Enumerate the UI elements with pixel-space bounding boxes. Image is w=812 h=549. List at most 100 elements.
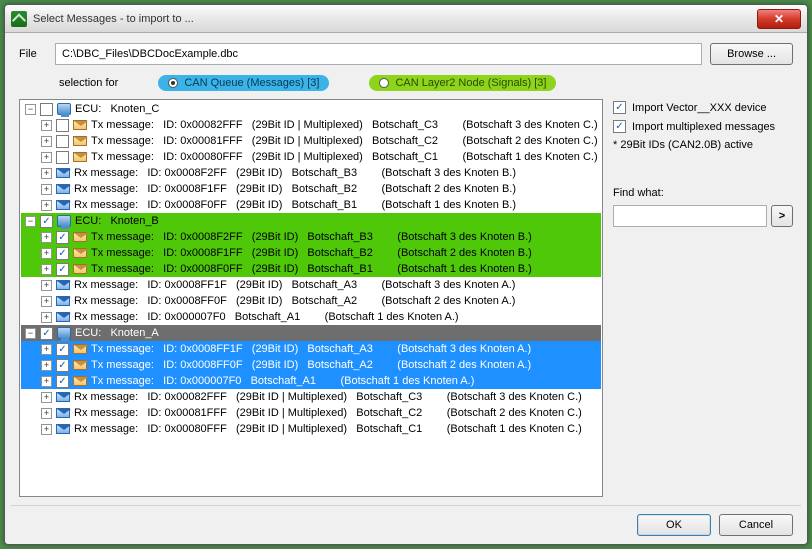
expander-icon[interactable] — [41, 296, 52, 307]
cancel-button[interactable]: Cancel — [719, 514, 793, 536]
find-input[interactable] — [613, 205, 767, 227]
message-icon — [73, 264, 87, 274]
close-button[interactable]: ✕ — [757, 9, 801, 29]
radio-icon — [168, 78, 178, 88]
rx-message[interactable]: Rx message: ID: 0x0008FF0F (29Bit ID) Bo… — [21, 293, 601, 309]
checkbox-icon[interactable] — [56, 359, 69, 372]
find-label: Find what: — [613, 187, 793, 199]
expander-icon[interactable] — [41, 392, 52, 403]
rx-message[interactable]: Rx message: ID: 0x00080FFF (29Bit ID | M… — [21, 421, 601, 437]
expander-icon[interactable] — [41, 408, 52, 419]
tx-message[interactable]: Tx message: ID: 0x0008F2FF (29Bit ID) Bo… — [21, 229, 601, 245]
checkbox-icon[interactable] — [56, 375, 69, 388]
file-path-input[interactable] — [55, 43, 702, 65]
main-area: ECU: Knoten_C Tx message: ID: 0x00082FFF… — [19, 99, 793, 497]
find-button[interactable]: > — [771, 205, 793, 227]
expander-icon[interactable] — [41, 424, 52, 435]
checkbox-icon[interactable] — [40, 215, 53, 228]
checkbox-icon[interactable] — [56, 151, 69, 164]
rx-icon — [56, 408, 70, 418]
tx-message[interactable]: Tx message: ID: 0x0008F1FF (29Bit ID) Bo… — [21, 245, 601, 261]
expander-icon[interactable] — [41, 200, 52, 211]
tx-message[interactable]: Tx message: ID: 0x00080FFF (29Bit ID | M… — [21, 149, 601, 165]
checkbox-icon[interactable] — [56, 231, 69, 244]
rx-message[interactable]: Rx message: ID: 0x0008F2FF (29Bit ID) Bo… — [21, 165, 601, 181]
tx-message[interactable]: Tx message: ID: 0x00081FFF (29Bit ID | M… — [21, 133, 601, 149]
tx-message[interactable]: Tx message: ID: 0x0008FF1F (29Bit ID) Bo… — [21, 341, 601, 357]
rx-icon — [56, 184, 70, 194]
radio-can-layer2-label: CAN Layer2 Node (Signals) [3] — [395, 77, 546, 89]
expander-icon[interactable] — [41, 248, 52, 259]
rx-message[interactable]: Rx message: ID: 0x0008F1FF (29Bit ID) Bo… — [21, 181, 601, 197]
expander-icon[interactable] — [41, 184, 52, 195]
checkbox-icon[interactable] — [40, 327, 53, 340]
message-tree[interactable]: ECU: Knoten_C Tx message: ID: 0x00082FFF… — [19, 99, 603, 497]
ecu-icon — [57, 103, 71, 115]
window-title: Select Messages - to import to ... — [33, 13, 751, 25]
rx-message-label: Rx message: ID: 0x00081FFF (29Bit ID | M… — [74, 407, 582, 419]
note-29bit: * 29Bit IDs (CAN2.0B) active — [613, 139, 793, 151]
chk-import-mux[interactable]: Import multiplexed messages — [613, 120, 793, 133]
expander-icon[interactable] — [41, 232, 52, 243]
expander-icon[interactable] — [25, 104, 36, 115]
message-icon — [73, 360, 87, 370]
rx-message[interactable]: Rx message: ID: 0x00081FFF (29Bit ID | M… — [21, 405, 601, 421]
checkbox-icon[interactable] — [56, 135, 69, 148]
rx-message-label: Rx message: ID: 0x00080FFF (29Bit ID | M… — [74, 423, 582, 435]
browse-button[interactable]: Browse ... — [710, 43, 793, 65]
dialog-body: File Browse ... selection for CAN Queue … — [5, 33, 807, 505]
tx-message-label: Tx message: ID: 0x0008FF0F (29Bit ID) Bo… — [91, 359, 531, 371]
rx-message[interactable]: Rx message: ID: 0x000007F0 Botschaft_A1 … — [21, 309, 601, 325]
expander-icon[interactable] — [25, 328, 36, 339]
rx-icon — [56, 168, 70, 178]
tx-message[interactable]: Tx message: ID: 0x0008FF0F (29Bit ID) Bo… — [21, 357, 601, 373]
rx-message[interactable]: Rx message: ID: 0x0008F0FF (29Bit ID) Bo… — [21, 197, 601, 213]
expander-icon[interactable] — [41, 168, 52, 179]
chk-import-vector[interactable]: Import Vector__XXX device — [613, 101, 793, 114]
ecu-node[interactable]: ECU: Knoten_B — [21, 213, 601, 229]
checkbox-icon[interactable] — [56, 247, 69, 260]
ok-button[interactable]: OK — [637, 514, 711, 536]
radio-can-layer2[interactable]: CAN Layer2 Node (Signals) [3] — [369, 75, 556, 91]
selection-row: selection for CAN Queue (Messages) [3] C… — [59, 75, 793, 91]
expander-icon[interactable] — [25, 216, 36, 227]
checkbox-icon — [613, 120, 626, 133]
ecu-node[interactable]: ECU: Knoten_A — [21, 325, 601, 341]
rx-message-label: Rx message: ID: 0x0008FF0F (29Bit ID) Bo… — [74, 295, 515, 307]
expander-icon[interactable] — [41, 360, 52, 371]
rx-message[interactable]: Rx message: ID: 0x00082FFF (29Bit ID | M… — [21, 389, 601, 405]
radio-can-queue-label: CAN Queue (Messages) [3] — [184, 77, 319, 89]
rx-icon — [56, 280, 70, 290]
rx-icon — [56, 296, 70, 306]
expander-icon[interactable] — [41, 344, 52, 355]
expander-icon[interactable] — [41, 280, 52, 291]
ecu-node[interactable]: ECU: Knoten_C — [21, 101, 601, 117]
checkbox-icon[interactable] — [56, 263, 69, 276]
expander-icon[interactable] — [41, 152, 52, 163]
rx-message-label: Rx message: ID: 0x0008FF1F (29Bit ID) Bo… — [74, 279, 515, 291]
checkbox-icon[interactable] — [56, 343, 69, 356]
message-icon — [73, 136, 87, 146]
rx-icon — [56, 392, 70, 402]
expander-icon[interactable] — [41, 376, 52, 387]
expander-icon[interactable] — [41, 264, 52, 275]
expander-icon[interactable] — [41, 136, 52, 147]
radio-can-queue[interactable]: CAN Queue (Messages) [3] — [158, 75, 329, 91]
dialog-window: Select Messages - to import to ... ✕ Fil… — [4, 4, 808, 545]
tx-message[interactable]: Tx message: ID: 0x00082FFF (29Bit ID | M… — [21, 117, 601, 133]
message-icon — [73, 232, 87, 242]
side-panel: Import Vector__XXX device Import multipl… — [613, 99, 793, 497]
checkbox-icon[interactable] — [40, 103, 53, 116]
rx-message-label: Rx message: ID: 0x0008F2FF (29Bit ID) Bo… — [74, 167, 516, 179]
app-icon — [11, 11, 27, 27]
expander-icon[interactable] — [41, 312, 52, 323]
tx-message[interactable]: Tx message: ID: 0x000007F0 Botschaft_A1 … — [21, 373, 601, 389]
find-row: > — [613, 205, 793, 227]
tx-message-label: Tx message: ID: 0x0008F0FF (29Bit ID) Bo… — [91, 263, 532, 275]
expander-icon[interactable] — [41, 120, 52, 131]
titlebar[interactable]: Select Messages - to import to ... ✕ — [5, 5, 807, 33]
rx-icon — [56, 312, 70, 322]
tx-message[interactable]: Tx message: ID: 0x0008F0FF (29Bit ID) Bo… — [21, 261, 601, 277]
checkbox-icon[interactable] — [56, 119, 69, 132]
rx-message[interactable]: Rx message: ID: 0x0008FF1F (29Bit ID) Bo… — [21, 277, 601, 293]
